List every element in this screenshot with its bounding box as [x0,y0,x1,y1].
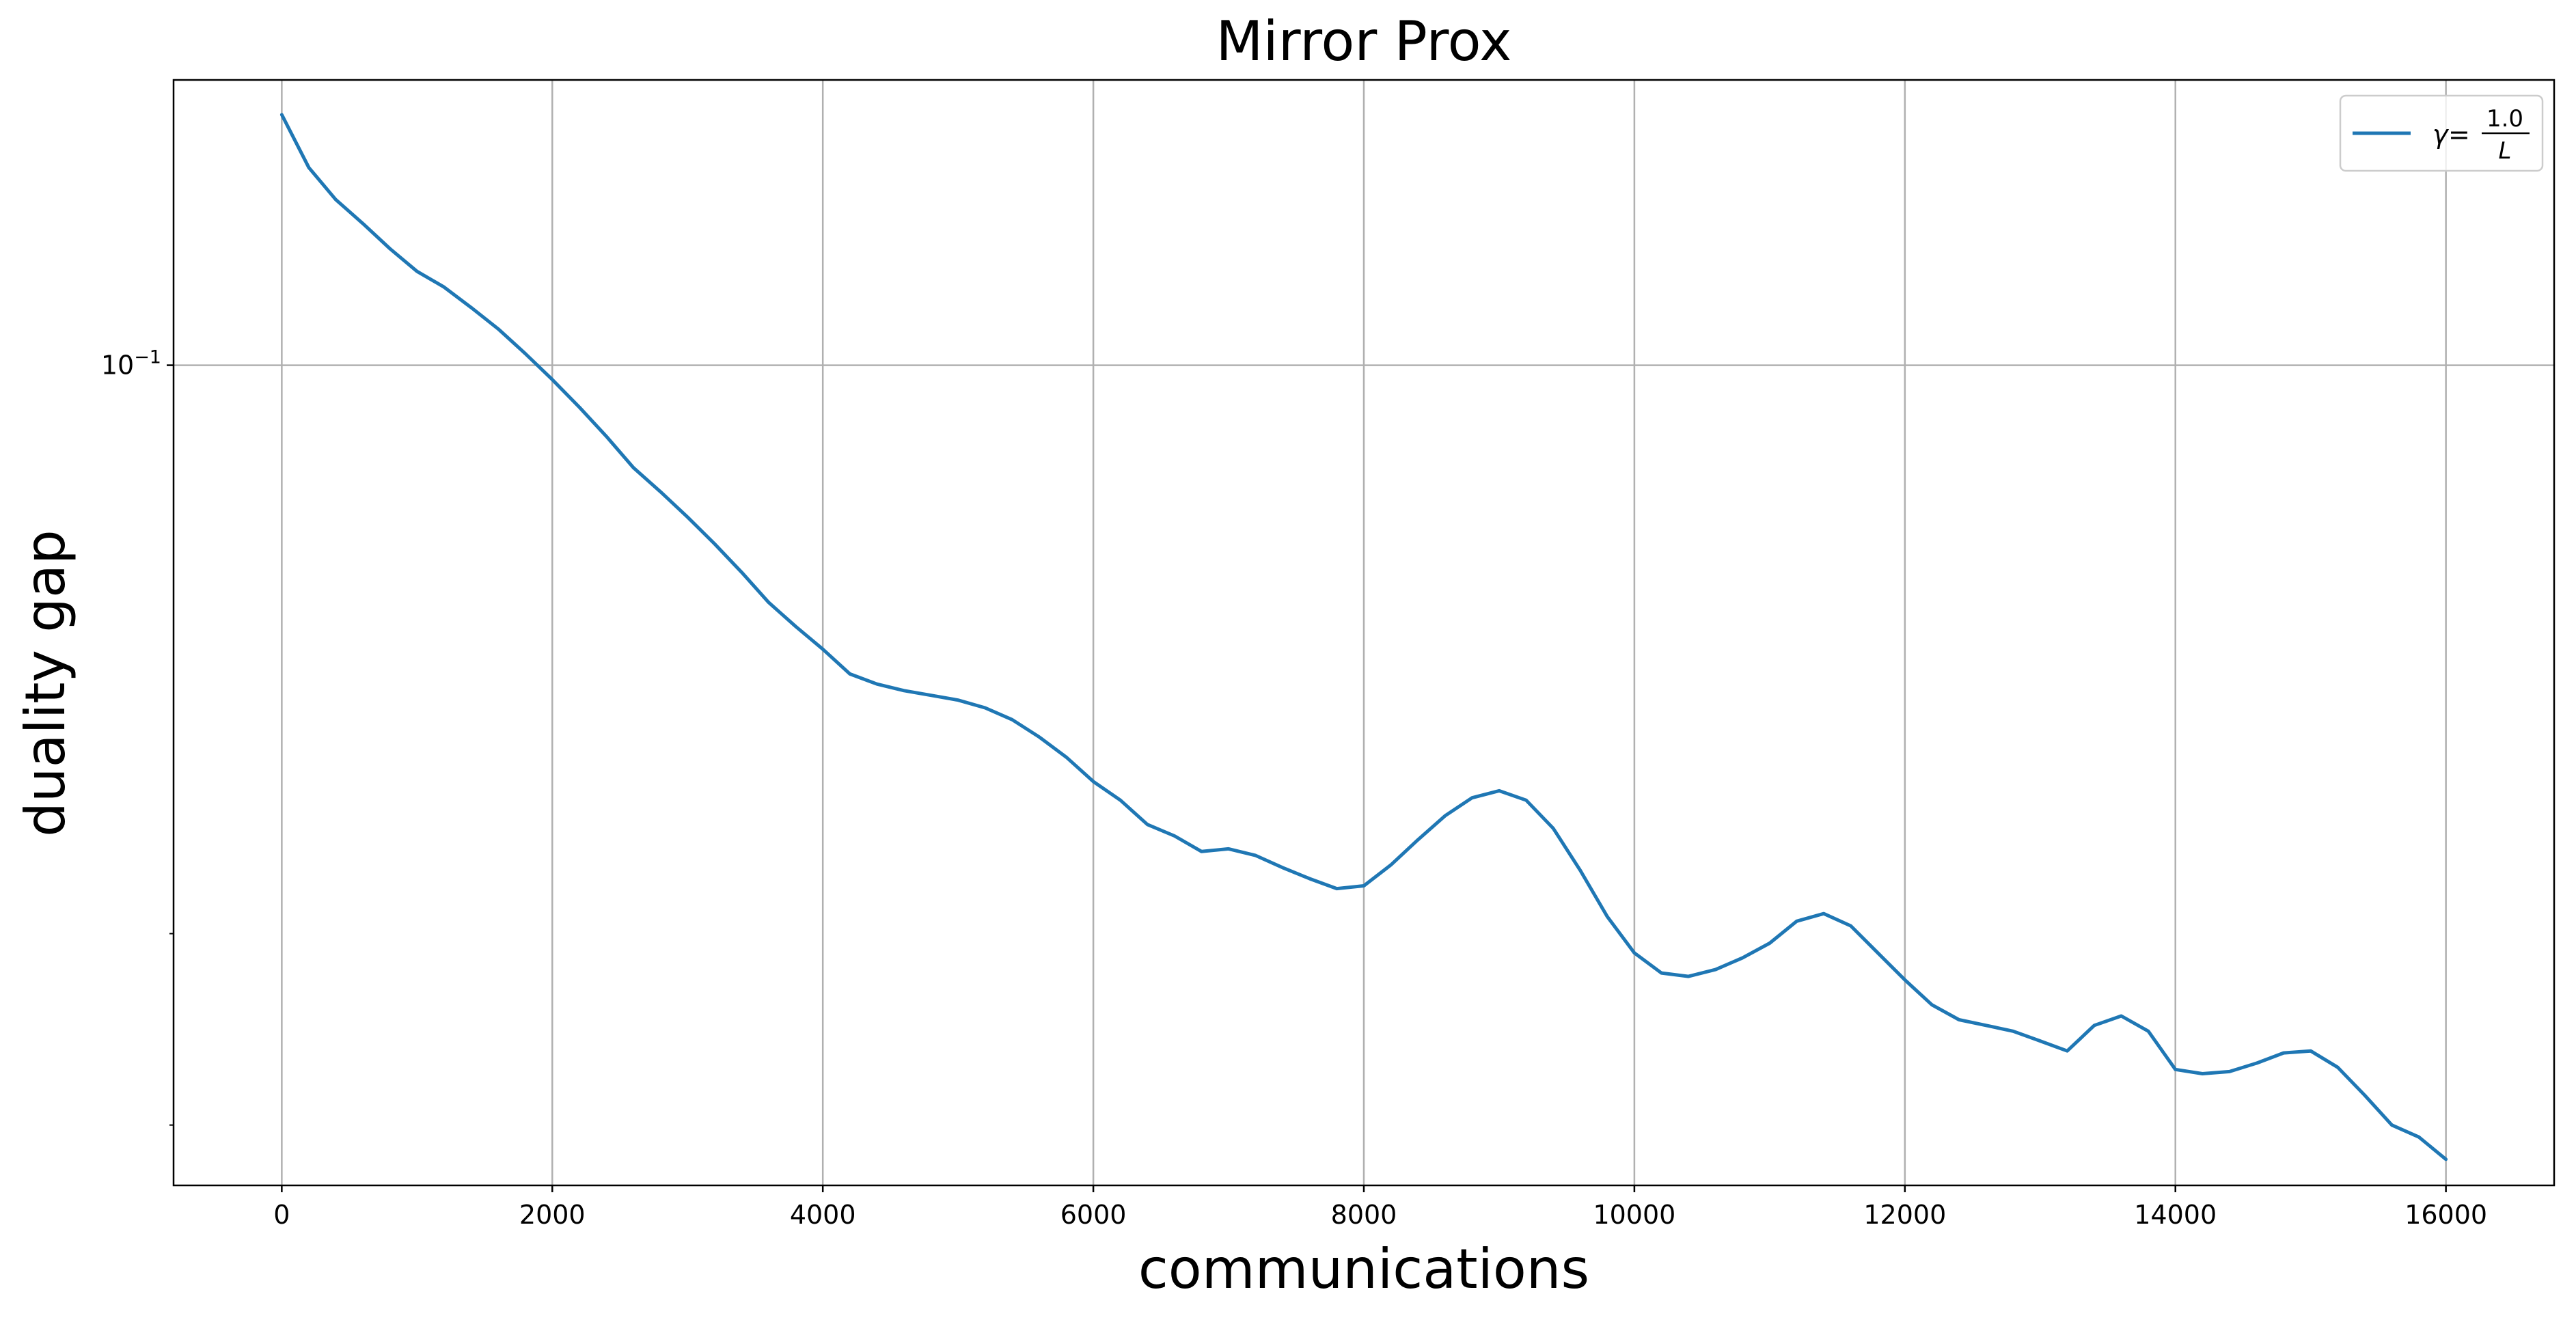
x-tick-label: 6000 [1060,1200,1127,1230]
x-tick-label: 4000 [790,1200,856,1230]
grid-lines [174,80,2554,1185]
series-line-layer [279,113,2448,1161]
x-tick-label: 14000 [2134,1200,2217,1230]
legend-denominator: L [2499,137,2512,165]
x-tick-label: 2000 [519,1200,586,1230]
x-axis-label: communications [1138,1237,1589,1301]
legend: γ = 1.0 L [2339,94,2544,172]
legend-box [2339,94,2544,172]
tick-marks: 0 2000 4000 6000 8000 10000 12000 14000 16000 10−… [101,347,2487,1230]
x-tick-label: 10000 [1593,1200,1675,1230]
legend-numerator: 1.0 [2486,105,2523,133]
legend-gamma: γ [2433,120,2450,150]
y-axis-label: duality gap [14,530,77,837]
legend-equals: = [2448,120,2470,150]
x-tick-label: 12000 [1863,1200,1946,1230]
x-tick-label: 8000 [1331,1200,1397,1230]
series-line [279,113,2448,1161]
chart-title: Mirror Prox [1216,10,1512,73]
x-tick-label: 16000 [2404,1200,2487,1230]
y-tick-label: 10−1 [101,347,161,381]
x-tick-label: 0 [273,1200,290,1230]
